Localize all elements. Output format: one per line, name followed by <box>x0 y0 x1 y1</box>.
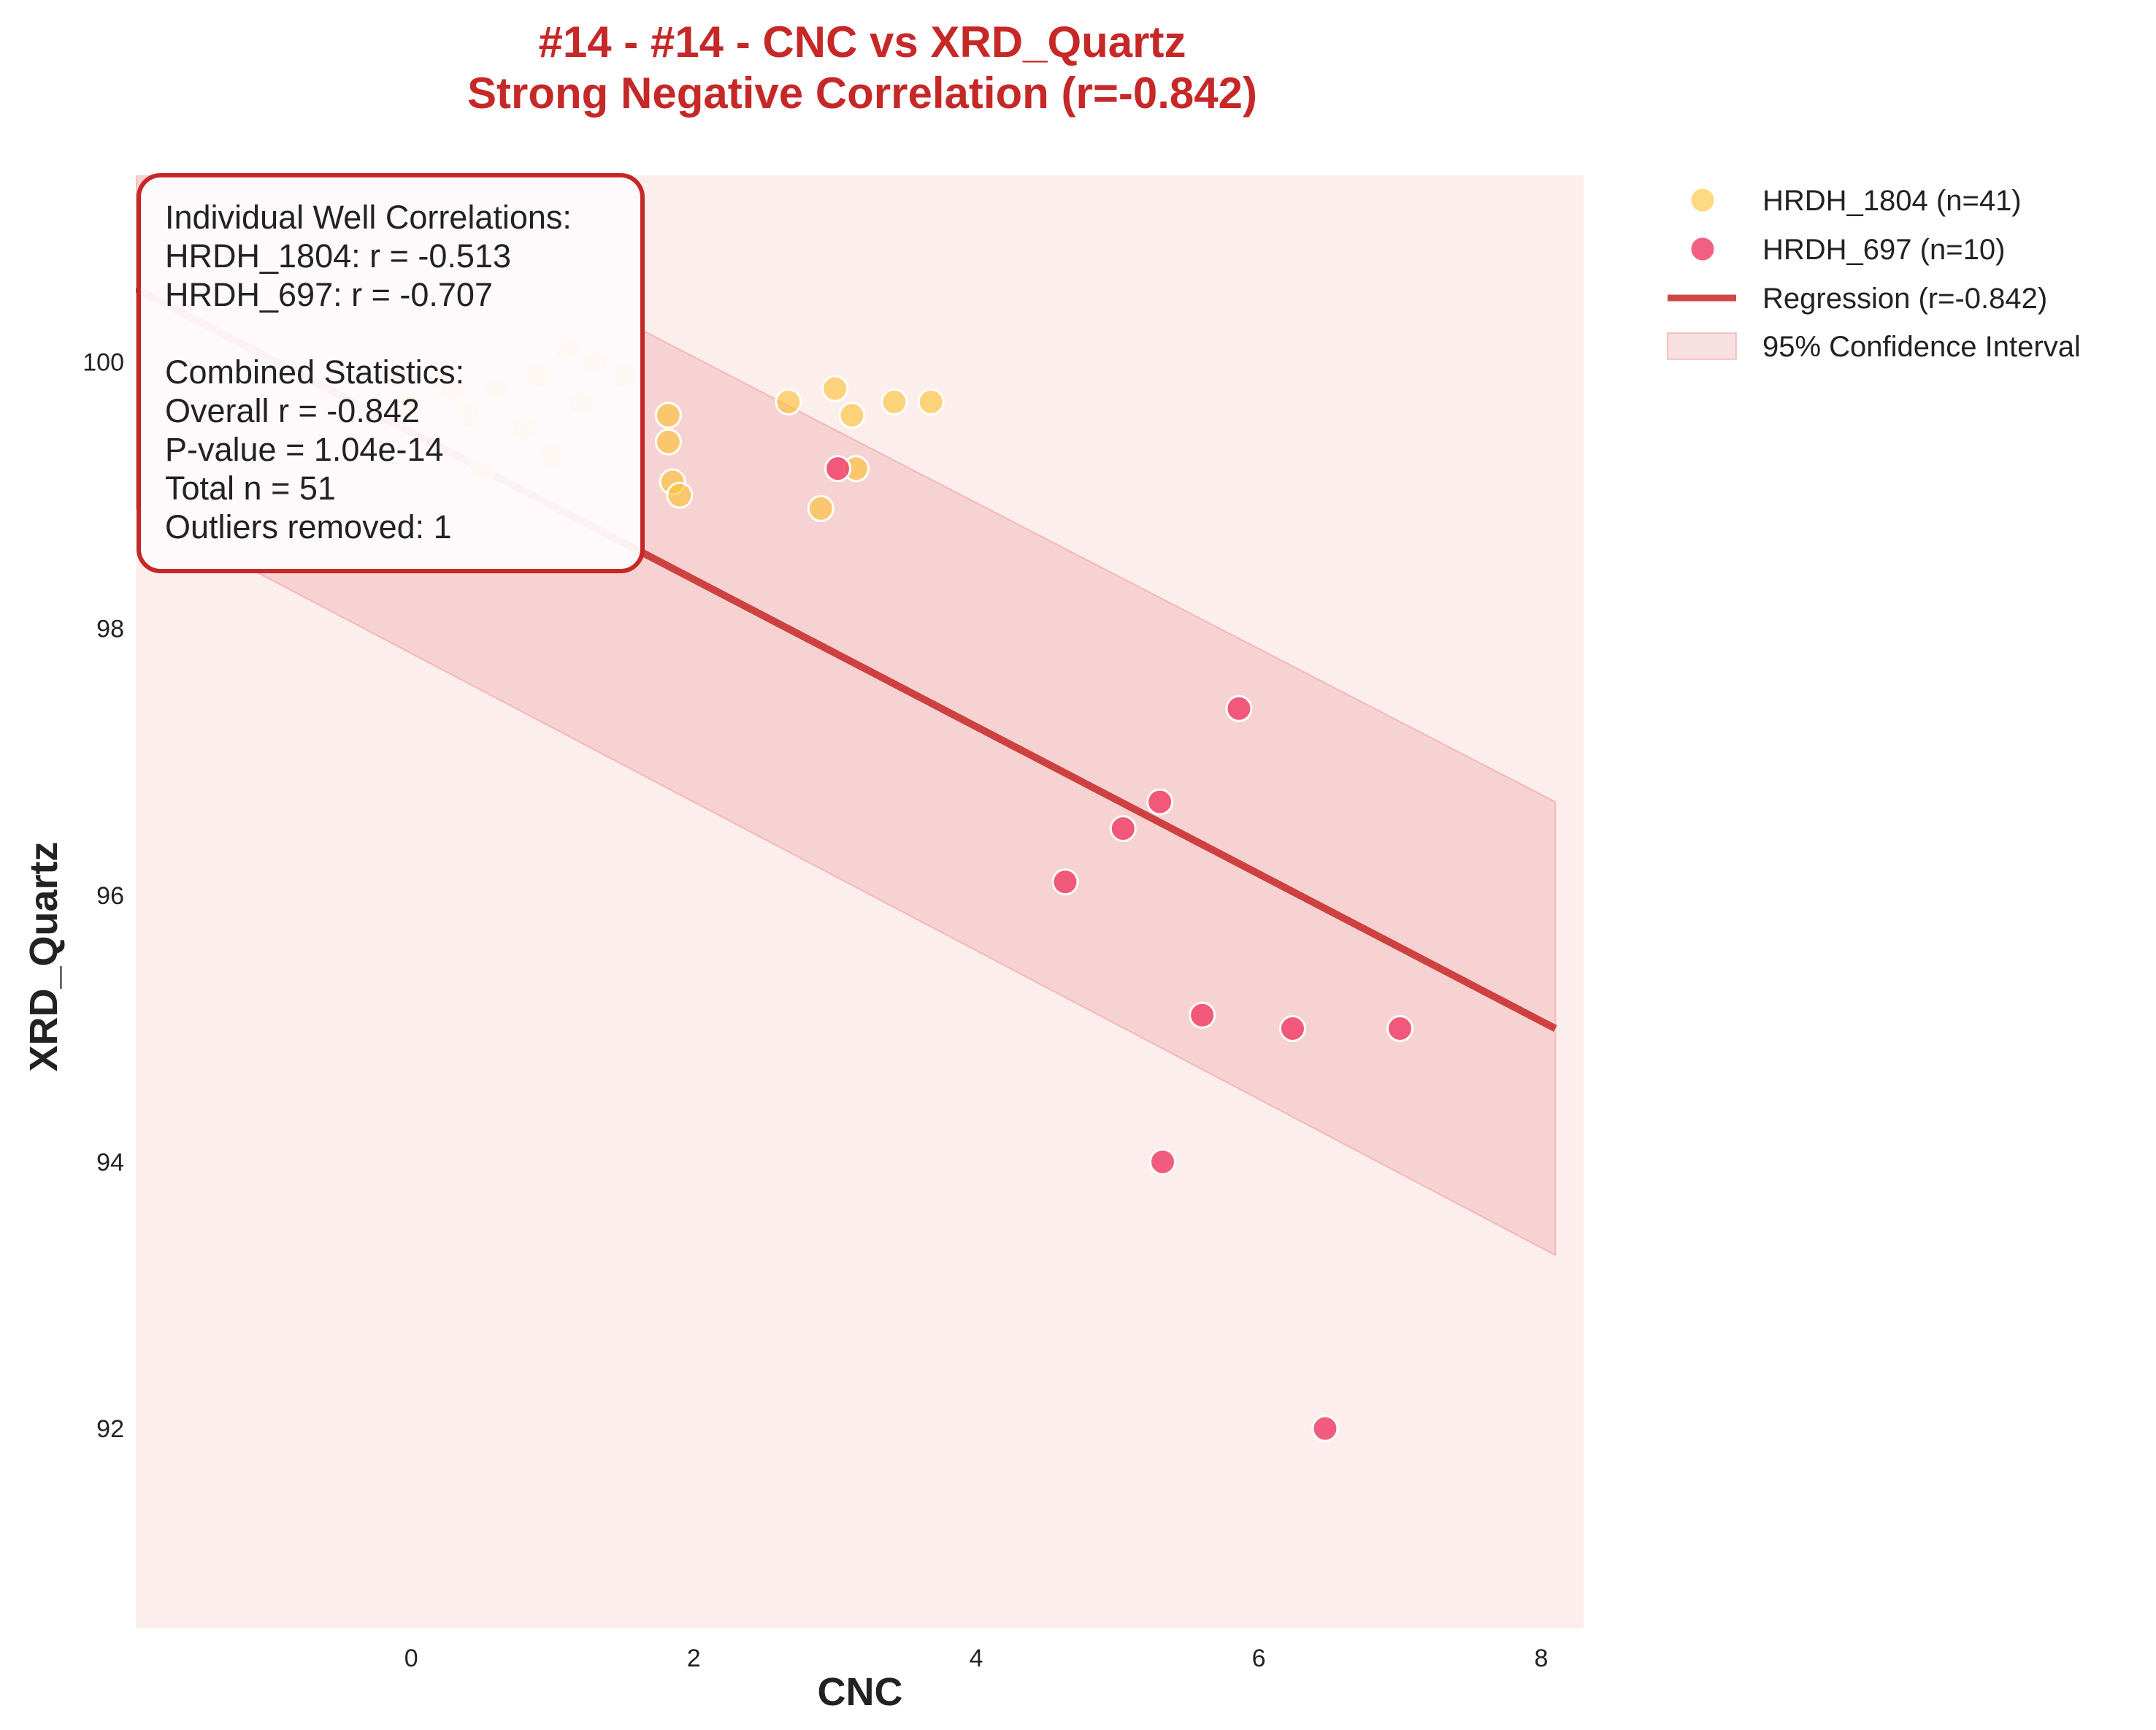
x-tick-label-0: 0 <box>404 1645 418 1672</box>
data-point-hrdh-1804-10 <box>666 481 694 509</box>
data-point-hrdh-697-8 <box>1148 1148 1176 1176</box>
stats-line-total-n: Total n = 51 <box>165 470 336 507</box>
data-point-hrdh-1804-6 <box>807 494 835 522</box>
x-axis-label: CNC <box>818 1670 903 1714</box>
x-tick-label-6: 6 <box>1252 1645 1266 1672</box>
legend-label-confidence: 95% Confidence Interval <box>1762 331 2081 363</box>
legend-marker-confidence <box>1667 332 1737 360</box>
y-axis-ticks: 92 94 96 98 100 <box>83 349 124 1444</box>
data-point-hrdh-697-1 <box>1225 694 1253 722</box>
data-point-hrdh-1804-1 <box>881 388 908 416</box>
chart-title: #14 - #14 - CNC vs XRD_Quartz <box>539 18 1186 66</box>
data-point-hrdh-697-3 <box>1109 815 1137 843</box>
stats-line-hrdh1804: HRDH_1804: r = -0.513 <box>165 237 511 275</box>
stats-line-hrdh697: HRDH_697: r = -0.707 <box>165 276 493 313</box>
data-point-hrdh-1804-8 <box>654 428 682 456</box>
data-point-hrdh-697-4 <box>1051 868 1079 896</box>
x-tick-label-4: 4 <box>970 1645 983 1672</box>
legend-marker-hrdh-1804 <box>1689 186 1716 214</box>
stats-line-heading-wells: Individual Well Correlations: <box>165 199 572 236</box>
stats-box: Individual Well Correlations: HRDH_1804:… <box>137 173 645 573</box>
legend-label-hrdh-697: HRDH_697 (n=10) <box>1762 234 2005 266</box>
legend-label-hrdh-1804: HRDH_1804 (n=41) <box>1762 185 2022 217</box>
stats-line-heading-combined: Combined Statistics: <box>165 353 464 391</box>
data-point-hrdh-1804-3 <box>838 402 866 429</box>
data-point-hrdh-697-7 <box>1386 1014 1413 1042</box>
legend-label-regression: Regression (r=-0.842) <box>1762 283 2047 315</box>
y-tick-label-94: 94 <box>96 1149 124 1176</box>
y-axis-label: XRD_Quartz <box>22 841 66 1071</box>
stats-box-frame <box>137 173 645 573</box>
data-point-hrdh-1804-2 <box>821 375 849 402</box>
chart-subtitle: Strong Negative Correlation (r=-0.842) <box>467 69 1257 118</box>
x-tick-label-2: 2 <box>687 1645 701 1672</box>
y-tick-label-100: 100 <box>83 349 124 377</box>
stats-line-outliers: Outliers removed: 1 <box>165 508 452 546</box>
data-point-hrdh-697-6 <box>1278 1014 1306 1042</box>
data-point-hrdh-697-0 <box>824 455 852 483</box>
data-point-hrdh-697-2 <box>1146 788 1174 816</box>
data-point-hrdh-1804-0 <box>917 388 945 416</box>
y-tick-label-96: 96 <box>96 882 124 910</box>
stats-line-overall-r: Overall r = -0.842 <box>165 392 420 429</box>
data-point-hrdh-1804-7 <box>654 402 682 429</box>
stats-line-p-value: P-value = 1.04e-14 <box>165 431 444 468</box>
data-point-hrdh-697-5 <box>1189 1001 1216 1029</box>
legend-marker-hrdh-697 <box>1689 235 1716 263</box>
legend: HRDH_1804 (n=41) HRDH_697 (n=10) Regress… <box>1667 185 2081 363</box>
data-point-hrdh-697-9 <box>1311 1415 1339 1442</box>
x-axis-ticks: 0 2 4 6 8 <box>404 1645 1549 1672</box>
data-point-hrdh-1804-4 <box>775 388 802 416</box>
y-tick-label-92: 92 <box>96 1415 124 1443</box>
y-tick-label-98: 98 <box>96 616 124 643</box>
x-tick-label-8: 8 <box>1535 1645 1549 1672</box>
